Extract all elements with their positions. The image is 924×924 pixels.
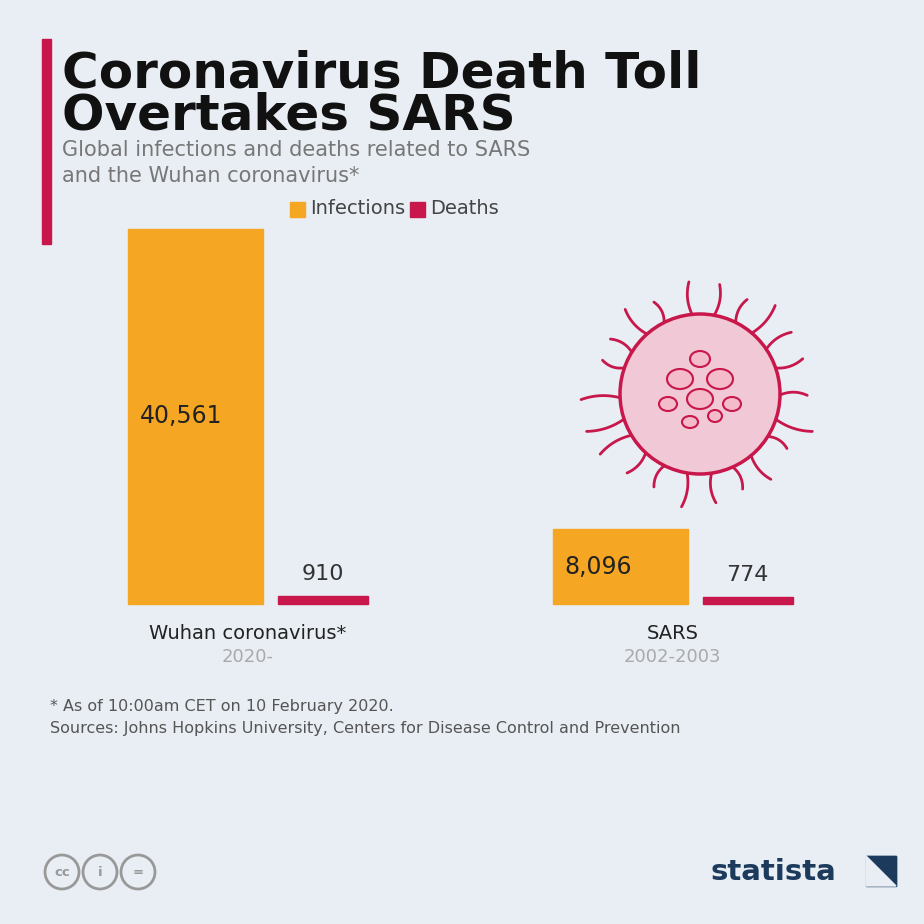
Bar bbox=[866, 856, 896, 886]
Text: 910: 910 bbox=[301, 564, 344, 584]
Ellipse shape bbox=[687, 389, 713, 409]
Text: Overtakes SARS: Overtakes SARS bbox=[62, 92, 516, 140]
Bar bbox=[410, 202, 425, 217]
Text: Infections: Infections bbox=[310, 200, 405, 218]
Ellipse shape bbox=[723, 397, 741, 411]
Text: Wuhan coronavirus*: Wuhan coronavirus* bbox=[149, 624, 346, 643]
Bar bbox=[553, 529, 687, 604]
Polygon shape bbox=[866, 856, 896, 886]
Circle shape bbox=[620, 314, 780, 474]
Text: statista: statista bbox=[710, 858, 835, 886]
Text: 774: 774 bbox=[726, 565, 769, 585]
Ellipse shape bbox=[707, 369, 733, 389]
Bar bbox=[42, 39, 51, 244]
Bar bbox=[290, 202, 305, 217]
Text: * As of 10:00am CET on 10 February 2020.: * As of 10:00am CET on 10 February 2020. bbox=[50, 699, 394, 714]
Bar bbox=[702, 597, 793, 604]
Text: cc: cc bbox=[55, 866, 70, 879]
Text: and the Wuhan coronavirus*: and the Wuhan coronavirus* bbox=[62, 166, 359, 186]
Text: 8,096: 8,096 bbox=[565, 554, 632, 578]
Text: Global infections and deaths related to SARS: Global infections and deaths related to … bbox=[62, 140, 530, 160]
Text: 40,561: 40,561 bbox=[140, 405, 222, 429]
Polygon shape bbox=[866, 856, 896, 886]
Text: 2020-: 2020- bbox=[222, 648, 274, 666]
Ellipse shape bbox=[667, 369, 693, 389]
Bar bbox=[128, 229, 262, 604]
Text: SARS: SARS bbox=[647, 624, 699, 643]
Text: Coronavirus Death Toll: Coronavirus Death Toll bbox=[62, 49, 701, 97]
Ellipse shape bbox=[659, 397, 677, 411]
Text: Sources: Johns Hopkins University, Centers for Disease Control and Prevention: Sources: Johns Hopkins University, Cente… bbox=[50, 721, 680, 736]
Text: =: = bbox=[132, 866, 143, 879]
Ellipse shape bbox=[682, 416, 698, 428]
Bar bbox=[277, 596, 368, 604]
Ellipse shape bbox=[708, 410, 722, 422]
Text: 2002-2003: 2002-2003 bbox=[624, 648, 722, 666]
Ellipse shape bbox=[690, 351, 710, 367]
Text: i: i bbox=[98, 866, 103, 879]
Text: Deaths: Deaths bbox=[430, 200, 499, 218]
